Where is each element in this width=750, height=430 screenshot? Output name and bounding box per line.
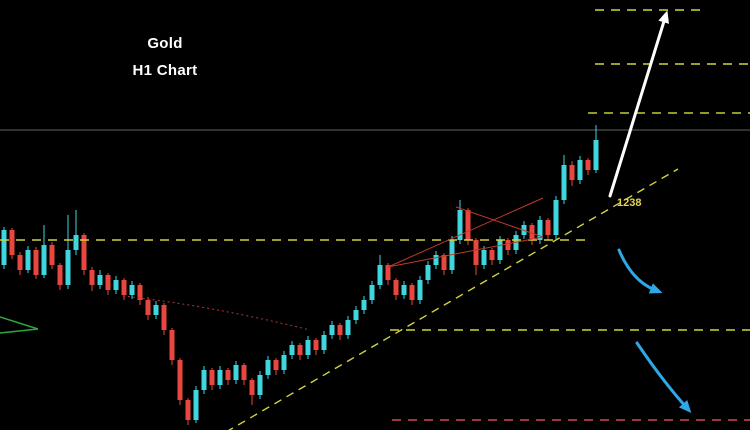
- retrace-arrow-1[interactable]: [617, 248, 657, 292]
- candle-body: [281, 355, 287, 370]
- candle-body: [369, 285, 375, 300]
- candle-body: [393, 280, 399, 295]
- candle-body: [553, 200, 559, 235]
- candle-body: [289, 345, 295, 355]
- candle-body: [401, 285, 407, 295]
- candle-body: [9, 230, 15, 255]
- trendline-price-label[interactable]: 1238: [617, 197, 642, 209]
- candle-body: [425, 265, 431, 280]
- candle-body: [361, 300, 367, 310]
- candle-body: [409, 285, 415, 300]
- candle-body: [57, 265, 63, 285]
- candle-body: [89, 270, 95, 285]
- candle-body: [537, 220, 543, 240]
- red-pattern-line[interactable]: [387, 197, 544, 268]
- candle-body: [345, 320, 351, 335]
- candle-body: [273, 360, 279, 370]
- candle-body: [505, 240, 511, 250]
- candle-body: [121, 280, 127, 295]
- candle-body: [129, 285, 135, 295]
- candle-body: [225, 370, 231, 380]
- candle-body: [489, 250, 495, 260]
- candle-body: [561, 165, 567, 200]
- chart-title-symbol: Gold: [147, 35, 183, 52]
- bullish-projection-arrow[interactable]: [608, 16, 667, 198]
- candle-body: [353, 310, 359, 320]
- candle-body: [201, 370, 207, 390]
- candle-body: [329, 325, 335, 335]
- candle-body: [257, 375, 263, 395]
- candle-body: [97, 275, 103, 285]
- candle-body: [441, 255, 447, 270]
- candle-body: [81, 235, 87, 270]
- candle-body: [305, 340, 311, 355]
- candle-body: [545, 220, 551, 235]
- candle-body: [193, 390, 199, 420]
- candle-body: [529, 225, 535, 240]
- candle-body: [457, 210, 463, 240]
- candle-body: [113, 280, 119, 290]
- candle-body: [585, 160, 591, 170]
- retrace-arrow-2[interactable]: [635, 341, 688, 409]
- candle-body: [593, 140, 599, 170]
- candle-body: [33, 250, 39, 275]
- red-pattern-line[interactable]: [455, 206, 544, 238]
- candle-body: [465, 210, 471, 240]
- candle-body: [17, 255, 23, 270]
- candle-body: [161, 305, 167, 330]
- candle-body: [385, 265, 391, 280]
- red-dotted-curve[interactable]: [122, 295, 311, 331]
- candle-body: [169, 330, 175, 360]
- green-marker-line[interactable]: [0, 328, 39, 334]
- candle-body: [297, 345, 303, 355]
- candle-body: [49, 245, 55, 265]
- retrace-arrow-1-head: [648, 283, 663, 294]
- candle-body: [377, 265, 383, 285]
- bullish-projection-arrow-head: [658, 10, 669, 24]
- chart-title-timeframe: H1 Chart: [132, 62, 198, 79]
- candle-body: [105, 275, 111, 290]
- candle-body: [249, 380, 255, 395]
- candle-body: [265, 360, 271, 375]
- candle-body: [137, 285, 143, 300]
- red-pattern-line[interactable]: [387, 236, 544, 268]
- candle-body: [241, 365, 247, 380]
- retrace-arrow-2-head: [678, 400, 692, 413]
- candle-body: [233, 365, 239, 380]
- chart-title: Gold H1 Chart: [103, 30, 227, 84]
- candle-body: [217, 370, 223, 385]
- ascending-trendline[interactable]: [226, 168, 679, 430]
- candle-body: [473, 240, 479, 265]
- candle-body: [177, 360, 183, 400]
- candle-body: [417, 280, 423, 300]
- candle-body: [321, 335, 327, 350]
- candle-body: [41, 245, 47, 275]
- candle-body: [1, 230, 7, 265]
- candle-body: [73, 235, 79, 250]
- candle-body: [313, 340, 319, 350]
- green-marker-line[interactable]: [0, 316, 39, 330]
- candle-body: [209, 370, 215, 385]
- candle-body: [569, 165, 575, 180]
- candle-body: [497, 240, 503, 260]
- candle-body: [145, 300, 151, 315]
- candle-body: [25, 250, 31, 270]
- candle-body: [65, 250, 71, 285]
- candle-body: [433, 255, 439, 265]
- candle-body: [577, 160, 583, 180]
- candle-body: [185, 400, 191, 420]
- candle-body: [337, 325, 343, 335]
- candle-body: [153, 305, 159, 315]
- candle-body: [481, 250, 487, 265]
